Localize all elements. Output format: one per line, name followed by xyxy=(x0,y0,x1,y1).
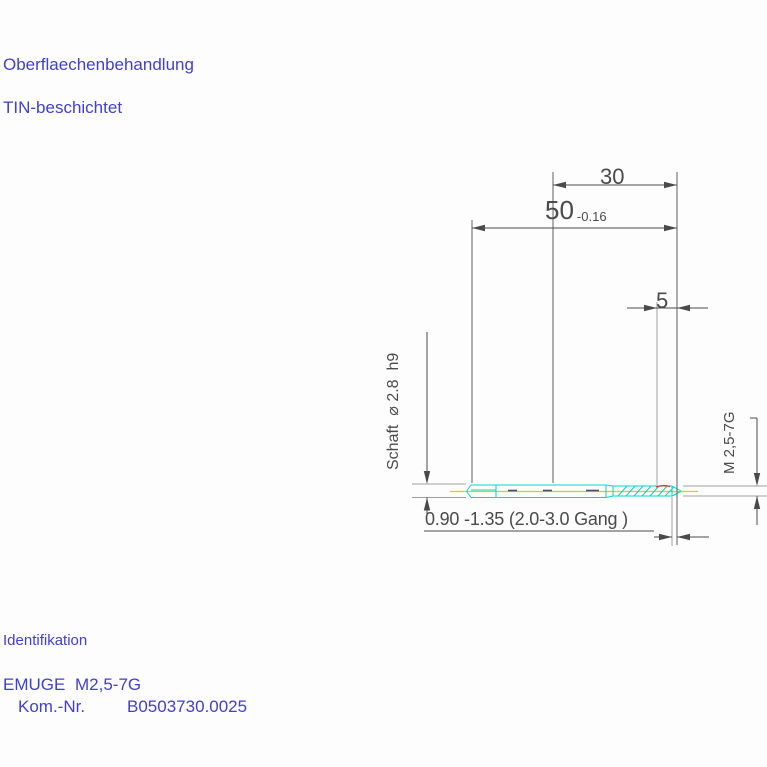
dim-text-shaft: Schaft ⌀ 2.8 h9 xyxy=(385,352,402,470)
identification-brand: EMUGE xyxy=(3,675,66,694)
dim-text-50-value: 50 xyxy=(545,195,574,225)
dim-text-50: 50 -0.16 xyxy=(545,195,607,225)
extension-lines-dark xyxy=(471,172,678,545)
dim-text-50-tolerance: -0.16 xyxy=(576,209,607,224)
dim-line-30 xyxy=(553,181,677,189)
red-crest-mark xyxy=(655,484,671,488)
dim-text-thread: M 2,5-7G (d=2.5) xyxy=(692,411,767,474)
dim-text-5: 5 xyxy=(656,288,669,313)
commission-number-value: B0503730.0025 xyxy=(127,697,248,716)
part-drawing xyxy=(450,484,698,498)
dim-line-chamfer xyxy=(424,530,709,541)
dim-text-chamfer: 0.90 -1.35 (2.0-3.0 Gang ) xyxy=(425,509,628,529)
extension-lines-grey xyxy=(412,302,767,546)
identification-label: Identifikation xyxy=(3,632,88,649)
dim-text-thread-size: M 2,5-7G xyxy=(721,411,738,474)
dim-line-5 xyxy=(627,304,708,312)
surface-treatment-label: Oberflaechenbehandlung xyxy=(3,55,194,74)
dim-line-shaft-diameter xyxy=(423,332,431,517)
dim-line-50 xyxy=(472,224,677,232)
commission-number-label: Kom.-Nr. xyxy=(18,697,86,716)
surface-treatment-value: TIN-beschichtet xyxy=(3,98,123,117)
dim-text-30: 30 xyxy=(600,164,625,189)
dim-line-thread-diameter xyxy=(750,417,761,525)
identification-model: M2,5-7G xyxy=(75,675,142,694)
